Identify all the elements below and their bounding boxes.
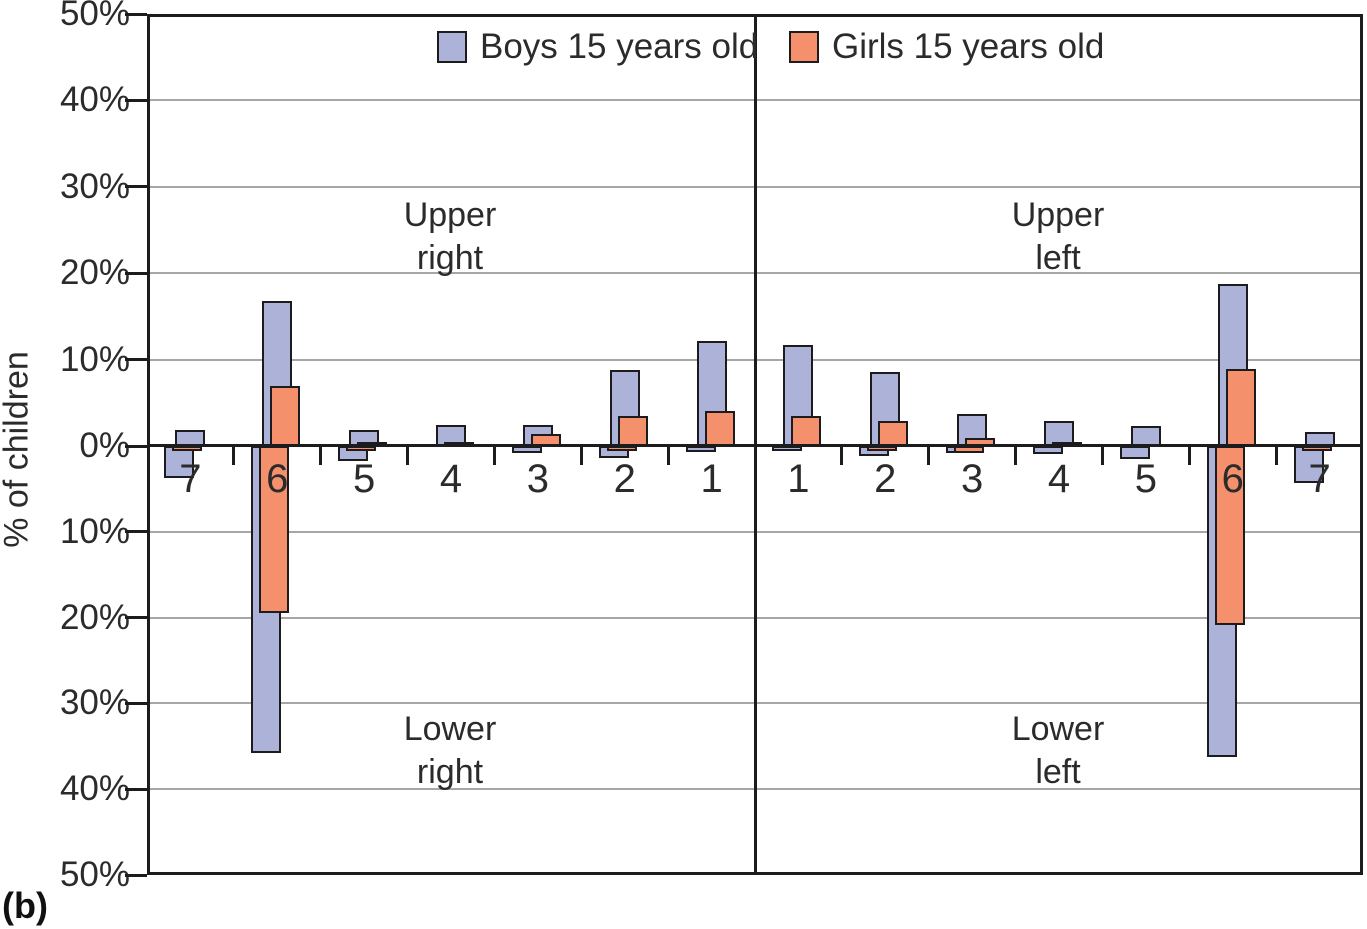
legend-swatch-boys [437,31,467,63]
y-axis-tick-label: 50% [59,0,130,33]
y-axis-tick-label: 10% [59,339,130,379]
y-axis-tick [125,444,147,448]
tooth-number-label: 5 [353,457,376,501]
bar-boys-lower-right-tooth-3 [511,446,542,453]
bar-girls-upper-left-tooth-1 [791,415,822,446]
x-axis-tick [1274,446,1278,465]
legend-label-girls: Girls 15 years old [832,27,1105,66]
quadrant-label-line: right [416,239,484,277]
x-axis-tick [1014,446,1018,465]
tooth-number-label: 6 [1221,457,1244,501]
x-axis-tick [492,446,496,465]
bar-boys-upper-left-tooth-5 [1130,426,1161,446]
y-axis-tick [125,185,147,189]
y-axis-tick-label: 40% [59,769,130,809]
bar-girls-lower-left-tooth-2 [867,446,898,452]
x-axis-tick [579,446,583,465]
bar-girls-upper-right-tooth-2 [617,415,648,446]
quadrant-label-upper-right: Upper right [320,194,580,280]
quadrant-label-line: left [1035,239,1081,277]
tooth-number-label: 2 [874,457,897,501]
y-axis-tick [125,358,147,362]
x-axis-tick [840,446,844,465]
y-axis-tick-label: 30% [59,166,130,206]
bar-boys-lower-left-tooth-4 [1033,446,1063,454]
y-axis-tick [125,873,147,877]
x-axis-tick [1187,446,1191,465]
tooth-number-label: 1 [700,457,723,501]
quadrant-label-line: Lower [403,710,497,748]
y-axis-title: % of children [0,351,36,548]
tooth-number-label: 1 [787,457,810,501]
quadrant-label-lower-right: Lower right [320,708,580,794]
x-axis-tick [319,446,323,465]
y-axis-tick-label: 0% [79,426,130,465]
tooth-number-label: 7 [179,457,202,501]
legend-entry-girls: Girls 15 years old [789,27,1104,67]
y-axis-tick [125,530,147,534]
y-axis-tick-label: 20% [59,597,130,637]
zero-baseline-axis [147,444,1363,447]
x-axis-tick [232,446,236,465]
quadrant-label-line: Upper [1011,196,1105,234]
x-axis-tick [406,446,410,465]
bar-girls-upper-left-tooth-2 [878,420,909,446]
quadrant-label-line: right [416,753,484,791]
bar-girls-lower-left-tooth-3 [954,446,985,453]
figure-panel-label: (b) [2,885,48,926]
tooth-number-label: 7 [1308,457,1331,501]
bar-boys-lower-right-tooth-1 [685,446,716,452]
quadrant-label-line: Lower [1011,710,1105,748]
tooth-number-label: 3 [961,457,984,501]
y-axis-tick [125,616,147,620]
bar-girls-upper-right-tooth-1 [704,411,735,446]
tooth-number-label: 5 [1134,457,1157,501]
x-axis-tick [927,446,931,465]
quadrant-label-line: Upper [403,196,497,234]
y-axis-tick [125,787,147,791]
x-axis-tick [1100,446,1104,465]
y-axis-tick [125,271,147,275]
quadrant-label-line: left [1035,753,1081,791]
quadrant-label-upper-left: Upper left [928,194,1188,280]
y-axis-tick-label: 40% [59,80,130,120]
bar-girls-upper-right-tooth-6 [270,385,301,446]
legend-label-boys: Boys 15 years old [480,27,759,66]
quadrant-label-lower-left: Lower left [928,708,1188,794]
x-axis-tick [666,446,670,465]
y-axis-tick [125,701,147,705]
tooth-number-label: 4 [439,457,463,501]
bar-girls-upper-left-tooth-6 [1225,369,1256,446]
y-axis-tick-label: 30% [59,683,130,723]
tooth-number-label: 3 [526,457,549,501]
bar-girls-lower-left-tooth-6 [1214,446,1245,626]
y-axis-tick [125,12,147,16]
legend-swatch-girls [789,31,819,63]
y-axis-tick-label: 50% [59,855,130,894]
legend-entry-boys: Boys 15 years old [437,27,758,67]
tooth-number-label: 2 [613,457,636,501]
y-axis-tick [125,98,147,102]
bar-girls-lower-right-tooth-6 [259,446,290,614]
tooth-number-label: 4 [1047,457,1071,501]
y-axis-tick-label: 20% [59,253,130,293]
y-axis-tick-label: 10% [59,511,130,551]
tooth-number-label: 6 [266,457,289,501]
